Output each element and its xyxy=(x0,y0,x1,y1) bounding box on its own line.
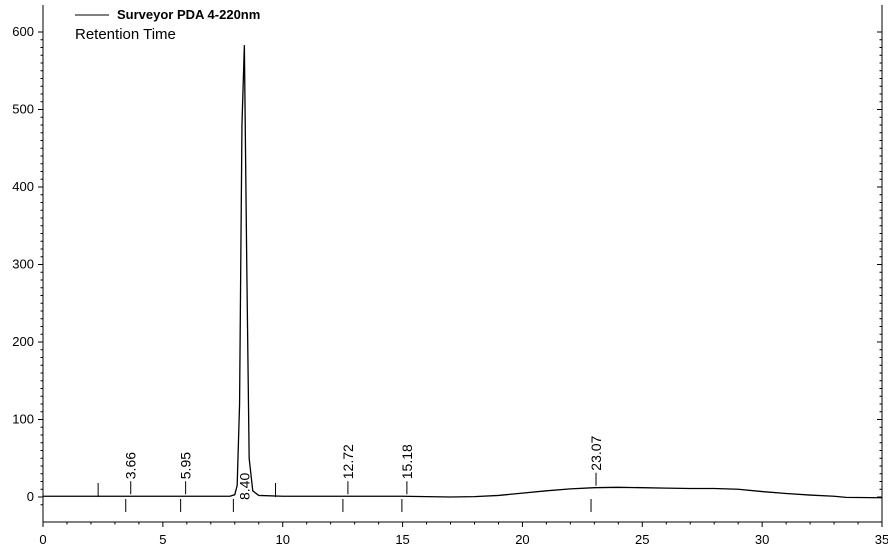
x-tick-label-20: 20 xyxy=(515,532,529,547)
x-tick-label-35: 35 xyxy=(875,532,888,547)
y-tick-label-400: 400 xyxy=(12,179,34,194)
right-frame-ticks xyxy=(877,31,882,498)
y-axis-ticks: 0 100 200 300 400 500 600 xyxy=(12,24,43,506)
legend: Surveyor PDA 4-220nm Retention Time xyxy=(75,7,260,43)
x-tick-label-25: 25 xyxy=(635,532,649,547)
x-tick-label-30: 30 xyxy=(755,532,769,547)
x-tick-label-15: 15 xyxy=(395,532,409,547)
x-axis-ticks: 0 5 10 15 20 25 30 35 xyxy=(39,522,888,547)
y-tick-label-300: 300 xyxy=(12,257,34,272)
series-line-surveyor-pda xyxy=(43,45,883,499)
peak-label-12-72: 12.72 xyxy=(340,444,356,479)
y-tick-label-100: 100 xyxy=(12,412,34,427)
y-tick-label-500: 500 xyxy=(12,102,34,117)
peak-label-5-95: 5.95 xyxy=(178,452,194,479)
peak-label-3-66: 3.66 xyxy=(123,452,139,479)
legend-series-label: Surveyor PDA 4-220nm xyxy=(117,7,260,22)
peak-labels: 3.66 5.95 8.40 12.72 15.18 23.07 xyxy=(123,435,604,500)
peak-label-8-40: 8.40 xyxy=(236,473,252,500)
x-tick-label-10: 10 xyxy=(275,532,289,547)
y-tick-label-0: 0 xyxy=(27,489,34,504)
baseline-event-marks xyxy=(97,483,592,512)
x-tick-label-0: 0 xyxy=(39,532,46,547)
plot-frame xyxy=(42,5,883,523)
legend-subtitle: Retention Time xyxy=(75,26,176,43)
y-tick-label-600: 600 xyxy=(12,24,34,39)
peak-label-15-18: 15.18 xyxy=(399,444,415,479)
peak-label-23-07: 23.07 xyxy=(588,435,604,470)
x-tick-label-5: 5 xyxy=(159,532,166,547)
y-tick-label-200: 200 xyxy=(12,334,34,349)
